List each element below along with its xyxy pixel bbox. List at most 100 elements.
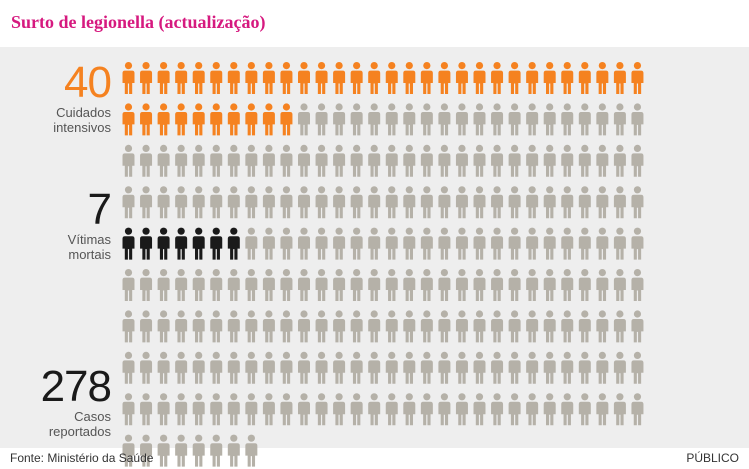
intensive-care-icon: [473, 62, 486, 94]
reported-case-icon: [491, 310, 504, 343]
reported-case-icon: [596, 227, 609, 260]
reported-case-icon: [192, 310, 205, 343]
intensive-care-icon: [298, 62, 310, 94]
deaths-caption: Vítimas mortais: [0, 232, 111, 262]
reported-case-icon: [491, 144, 504, 177]
reported-case-icon: [368, 227, 381, 260]
reported-case-icon: [403, 351, 416, 384]
reported-case-icon: [613, 186, 626, 219]
reported-case-icon: [175, 186, 188, 219]
intensive-care-icon: [122, 62, 135, 94]
reported-case-icon: [491, 351, 504, 384]
reported-case-icon: [262, 393, 275, 426]
reported-case-icon: [578, 186, 591, 219]
reported-case-icon: [543, 393, 556, 426]
reported-case-icon: [508, 103, 521, 136]
reported-case-icon: [350, 103, 363, 136]
reported-case-icon: [315, 144, 328, 177]
reported-case-icon: [508, 227, 521, 260]
intensive-care-count: 40: [64, 58, 112, 107]
intensive-care-icon: [596, 62, 609, 94]
intensive-care-icon: [280, 62, 293, 94]
reported-case-icon: [526, 393, 539, 426]
reported-case-icon: [526, 351, 539, 384]
reported-case-icon: [192, 186, 205, 219]
reported-case-icon: [280, 269, 293, 301]
reported-case-icon: [227, 434, 240, 467]
reported-case-icon: [157, 310, 170, 343]
reported-case-icon: [192, 269, 205, 301]
death-icon: [192, 227, 205, 260]
reported-case-icon: [333, 393, 346, 426]
reported-case-icon: [210, 144, 223, 177]
reported-case-icon: [192, 434, 205, 467]
intensive-care-icon: [175, 62, 188, 94]
reported-case-icon: [368, 310, 381, 343]
reported-case-icon: [157, 186, 170, 219]
reported-case-icon: [157, 434, 170, 467]
reported-case-icon: [631, 351, 644, 384]
reported-case-icon: [298, 269, 310, 301]
reported-case-icon: [631, 393, 644, 426]
reported-case-icon: [473, 269, 486, 301]
reported-case-icon: [157, 393, 170, 426]
reported-case-icon: [561, 351, 574, 384]
reported-case-icon: [385, 310, 398, 343]
reported-case-icon: [175, 393, 188, 426]
reported-case-icon: [420, 393, 433, 426]
intensive-care-icon: [122, 103, 135, 136]
reported-case-icon: [578, 393, 591, 426]
reported-case-icon: [280, 393, 293, 426]
reported-case-icon: [561, 144, 574, 177]
deaths-count: 7: [87, 185, 112, 234]
reported-case-icon: [403, 227, 416, 260]
reported-case-icon: [210, 186, 223, 219]
intensive-care-icon: [350, 62, 363, 94]
reported-case-icon: [543, 269, 556, 301]
reported-case-icon: [561, 186, 574, 219]
intensive-care-icon: [192, 103, 205, 136]
reported-case-icon: [491, 186, 504, 219]
reported-case-icon: [122, 186, 135, 219]
reported-case-icon: [561, 393, 574, 426]
reported-case-icon: [578, 103, 591, 136]
reported-case-icon: [245, 310, 258, 343]
reported-case-icon: [298, 310, 310, 343]
reported-case-icon: [613, 144, 626, 177]
reported-case-icon: [631, 269, 644, 301]
reported-case-icon: [438, 393, 451, 426]
reported-case-icon: [175, 144, 188, 177]
reported-case-icon: [526, 186, 539, 219]
reported-case-icon: [403, 269, 416, 301]
reported-case-icon: [333, 227, 346, 260]
reported-case-icon: [227, 186, 240, 219]
reported-case-icon: [455, 144, 468, 177]
reported-case-icon: [631, 227, 644, 260]
reported-case-icon: [578, 269, 591, 301]
reported-case-icon: [526, 310, 539, 343]
reported-case-icon: [140, 186, 153, 219]
intensive-care-icon: [175, 103, 188, 136]
intensive-care-icon: [315, 62, 328, 94]
reported-case-icon: [596, 269, 609, 301]
reported-case-icon: [315, 103, 328, 136]
reported-case-icon: [596, 393, 609, 426]
reported-case-icon: [298, 144, 310, 177]
reported-case-icon: [385, 103, 398, 136]
reported-case-icon: [631, 144, 644, 177]
reported-case-icon: [473, 186, 486, 219]
reported-case-icon: [192, 351, 205, 384]
reported-case-icon: [140, 393, 153, 426]
reported-case-icon: [350, 269, 363, 301]
reported-case-icon: [613, 269, 626, 301]
intensive-care-caption-line-1: Cuidados: [56, 105, 111, 120]
death-icon: [227, 227, 240, 260]
reported-case-icon: [175, 351, 188, 384]
reported-case-icon: [333, 103, 346, 136]
reported-case-icon: [613, 310, 626, 343]
reported-case-icon: [245, 393, 258, 426]
reported-caption-line-2: reportados: [48, 424, 111, 439]
reported-case-icon: [175, 434, 188, 467]
intensive-care-caption-line-2: intensivos: [53, 120, 111, 135]
